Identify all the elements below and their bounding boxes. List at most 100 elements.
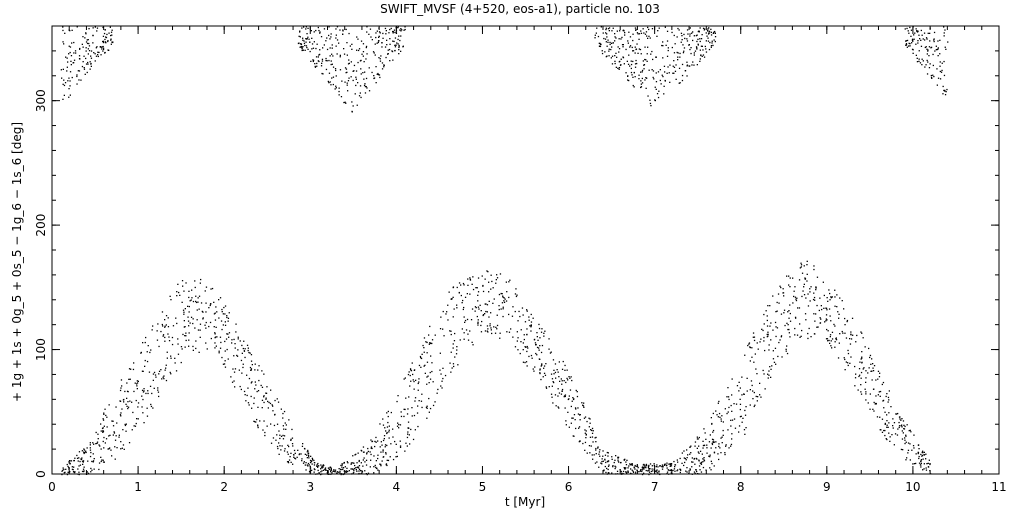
data-point: [338, 90, 340, 93]
data-point: [320, 65, 323, 67]
data-point: [185, 339, 187, 342]
data-point: [262, 429, 264, 431]
data-point: [409, 368, 412, 370]
data-point: [332, 470, 334, 472]
data-point: [344, 67, 347, 69]
data-point: [864, 346, 866, 348]
data-point: [355, 84, 357, 87]
data-point: [287, 444, 289, 446]
data-point: [363, 78, 365, 80]
data-point: [86, 42, 89, 45]
data-point: [583, 417, 586, 419]
data-point: [303, 42, 306, 44]
data-point: [358, 468, 361, 470]
data-point: [664, 71, 666, 73]
data-point: [942, 93, 944, 95]
data-point: [299, 46, 301, 48]
data-point: [711, 422, 713, 425]
data-point: [394, 31, 396, 34]
data-point: [662, 45, 664, 47]
data-point: [368, 67, 370, 69]
data-point: [106, 416, 108, 418]
data-point: [712, 429, 715, 432]
data-point: [386, 39, 388, 41]
data-point: [367, 450, 369, 453]
data-point: [858, 368, 861, 370]
data-point: [649, 463, 652, 465]
data-point: [243, 350, 246, 352]
data-point: [73, 59, 76, 61]
data-point: [621, 472, 623, 474]
data-point: [712, 431, 714, 433]
data-point: [656, 469, 658, 471]
data-point: [278, 430, 280, 432]
data-point: [243, 340, 245, 342]
data-point: [261, 407, 263, 409]
data-point: [816, 326, 818, 328]
data-point: [366, 26, 368, 28]
data-point: [648, 468, 650, 470]
data-point: [634, 464, 636, 467]
data-point: [606, 460, 609, 463]
data-point: [829, 315, 831, 317]
data-point: [353, 64, 356, 67]
data-point: [715, 447, 717, 449]
data-point: [463, 316, 465, 318]
data-point: [804, 278, 807, 280]
data-point: [394, 49, 396, 52]
data-point: [594, 34, 596, 36]
data-point: [575, 408, 577, 410]
data-point: [614, 36, 616, 38]
data-point: [575, 427, 577, 430]
data-point: [611, 458, 613, 460]
data-point: [287, 453, 289, 455]
data-point: [937, 55, 939, 57]
data-point: [270, 442, 273, 444]
data-point: [830, 296, 832, 298]
data-point: [933, 75, 935, 78]
data-point: [332, 55, 334, 57]
data-point: [943, 74, 946, 77]
data-point: [121, 408, 123, 410]
data-point: [696, 470, 698, 473]
data-point: [291, 437, 294, 439]
data-point: [716, 414, 718, 416]
data-point: [74, 50, 77, 52]
data-point: [823, 294, 825, 297]
data-point: [399, 440, 401, 442]
data-point: [841, 330, 843, 333]
data-point: [780, 336, 782, 338]
data-point: [926, 59, 928, 62]
data-point: [481, 320, 483, 323]
data-point: [321, 72, 323, 75]
data-point: [913, 463, 916, 465]
data-point: [111, 420, 113, 422]
data-point: [589, 422, 591, 424]
data-point: [224, 321, 226, 323]
data-point: [793, 295, 795, 298]
data-point: [659, 465, 661, 467]
data-point: [226, 315, 228, 317]
data-point: [87, 63, 89, 65]
data-point: [704, 28, 706, 30]
data-point: [197, 301, 199, 303]
data-point: [908, 45, 910, 47]
data-point: [198, 308, 200, 310]
data-point: [659, 79, 661, 82]
data-point: [445, 313, 447, 315]
data-point: [400, 35, 402, 37]
data-point: [134, 425, 137, 427]
data-point: [305, 462, 307, 464]
data-point: [820, 318, 822, 320]
data-point: [645, 31, 648, 33]
data-point: [210, 303, 212, 305]
data-point: [330, 469, 332, 471]
data-point: [101, 46, 103, 48]
data-point: [119, 389, 122, 392]
data-point: [502, 296, 504, 298]
data-point: [439, 328, 442, 330]
data-point: [573, 414, 576, 416]
data-point: [780, 335, 783, 337]
data-point: [103, 32, 106, 35]
data-point: [283, 410, 286, 413]
